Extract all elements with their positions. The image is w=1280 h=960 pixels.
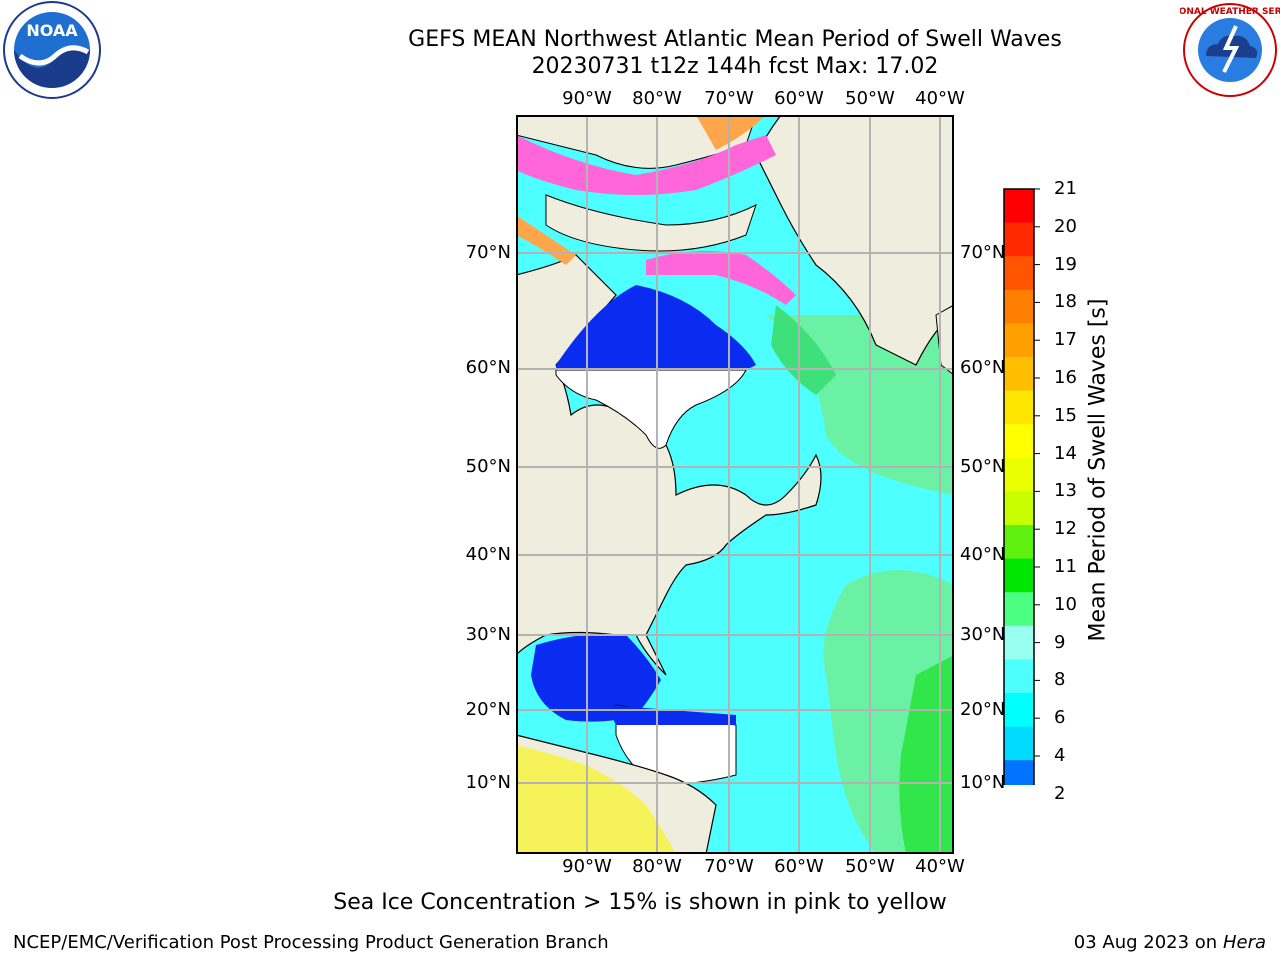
- lon-label-bottom: 90°W: [562, 856, 612, 877]
- sea-ice-baffin: [646, 251, 796, 305]
- lat-label-left: 30°N: [465, 624, 511, 645]
- colorbar-segment: [1004, 558, 1034, 593]
- lon-label-top: 80°W: [632, 88, 682, 109]
- lat-label-right: 30°N: [960, 624, 1006, 645]
- lat-label-left: 60°N: [465, 357, 511, 378]
- lat-label-right: 70°N: [960, 242, 1006, 263]
- colorbar-segment: [1004, 625, 1034, 660]
- lat-label-left: 40°N: [465, 544, 511, 565]
- lon-label-top: 50°W: [845, 88, 895, 109]
- chart-subtitle: 20230731 t12z 144h fcst Max: 17.02: [531, 54, 939, 79]
- lat-label-left: 50°N: [465, 456, 511, 477]
- lat-label-right: 60°N: [960, 357, 1006, 378]
- colorbar-tick-label: 8: [1054, 669, 1066, 691]
- map-frame: [516, 115, 954, 854]
- north-america-land: [516, 254, 822, 676]
- colorbar-segment: [1004, 525, 1034, 560]
- lon-label-top: 60°W: [774, 88, 824, 109]
- colorbar-segment: [1004, 760, 1034, 785]
- lat-label-left: 70°N: [465, 242, 511, 263]
- lon-label-bottom: 80°W: [632, 856, 682, 877]
- colorbar-segment: [1004, 256, 1034, 291]
- colorbar-tick-label: 6: [1054, 707, 1066, 729]
- lat-label-right: 40°N: [960, 544, 1006, 565]
- colorbar-tick-label: 20: [1054, 215, 1077, 237]
- colorbar-tick-label: 4: [1054, 745, 1066, 766]
- svg-text:NATIONAL WEATHER SERVICE: NATIONAL WEATHER SERVICE: [1180, 7, 1280, 17]
- colorbar-tick-label: 9: [1054, 631, 1066, 653]
- green-swell-patch: [771, 305, 836, 395]
- colorbar-title: Mean Period of Swell Waves [s]: [1085, 298, 1111, 642]
- colorbar-tick-label: 10: [1054, 593, 1077, 615]
- colorbar-tick-label: 2: [1054, 782, 1066, 804]
- colorbar-segment: [1004, 457, 1034, 492]
- date-text: 03 Aug 2023 on Hera: [1074, 932, 1266, 953]
- swell-period-map: [516, 115, 954, 854]
- colorbar-tick-label: 12: [1054, 518, 1077, 540]
- graticule: [516, 115, 954, 854]
- colorbar-tick-label: 21: [1054, 178, 1077, 199]
- colorbar-tick-label: 17: [1054, 329, 1077, 351]
- colorbar-tick-label: 15: [1054, 404, 1077, 426]
- lon-label-top: 90°W: [562, 88, 612, 109]
- colorbar-segment: [1004, 390, 1034, 425]
- lat-label-right: 10°N: [960, 772, 1006, 793]
- lon-label-bottom: 70°W: [704, 856, 754, 877]
- gulf-of-mexico: [531, 633, 661, 722]
- noaa-logo-icon: NOAA: [3, 1, 101, 99]
- colorbar-segment: [1004, 222, 1034, 257]
- colorbar-segment: [1004, 357, 1034, 392]
- green-swell-area: [766, 315, 954, 854]
- colorbar-segment: [1004, 189, 1034, 224]
- nws-logo-icon: NATIONAL WEATHER SERVICE: [1180, 3, 1280, 97]
- lat-label-right: 20°N: [960, 699, 1006, 720]
- lat-label-left: 20°N: [465, 699, 511, 720]
- colorbar-segment: [1004, 424, 1034, 459]
- sea-ice-north: [516, 135, 776, 195]
- colorbar-tick-label: 18: [1054, 291, 1077, 313]
- colorbar-segment: [1004, 693, 1034, 728]
- colorbar-tick-label: 13: [1054, 480, 1077, 502]
- date-value: 03 Aug 2023 on: [1073, 932, 1218, 953]
- machine-name: Hera: [1222, 932, 1266, 953]
- lon-label-top: 40°W: [915, 88, 965, 109]
- chart-title: GEFS MEAN Northwest Atlantic Mean Period…: [408, 27, 1062, 52]
- colorbar-tick-label: 19: [1054, 253, 1077, 275]
- colorbar-segment: [1004, 491, 1034, 526]
- lon-label-bottom: 50°W: [845, 856, 895, 877]
- credit-text: NCEP/EMC/Verification Post Processing Pr…: [13, 932, 609, 953]
- colorbar-tick-label: 11: [1054, 556, 1077, 577]
- lon-label-bottom: 60°W: [774, 856, 824, 877]
- yellow-swell-area: [516, 745, 676, 854]
- lon-label-top: 70°W: [704, 88, 754, 109]
- colorbar-tick-label: 14: [1054, 442, 1077, 464]
- colorbar-tick-label: 16: [1054, 367, 1077, 388]
- sea-ice-caption: Sea Ice Concentration > 15% is shown in …: [333, 890, 947, 915]
- colorbar-segment: [1004, 289, 1034, 324]
- svg-text:NOAA: NOAA: [26, 21, 78, 40]
- colorbar-segment: [1004, 726, 1034, 761]
- colorbar-segment: [1004, 323, 1034, 358]
- colorbar: [1003, 188, 1040, 785]
- lat-label-left: 10°N: [465, 772, 511, 793]
- lon-label-bottom: 40°W: [915, 856, 965, 877]
- colorbar-segment: [1004, 659, 1034, 694]
- colorbar-frame: [1003, 188, 1035, 785]
- lat-label-right: 50°N: [960, 456, 1006, 477]
- colorbar-segment: [1004, 592, 1034, 627]
